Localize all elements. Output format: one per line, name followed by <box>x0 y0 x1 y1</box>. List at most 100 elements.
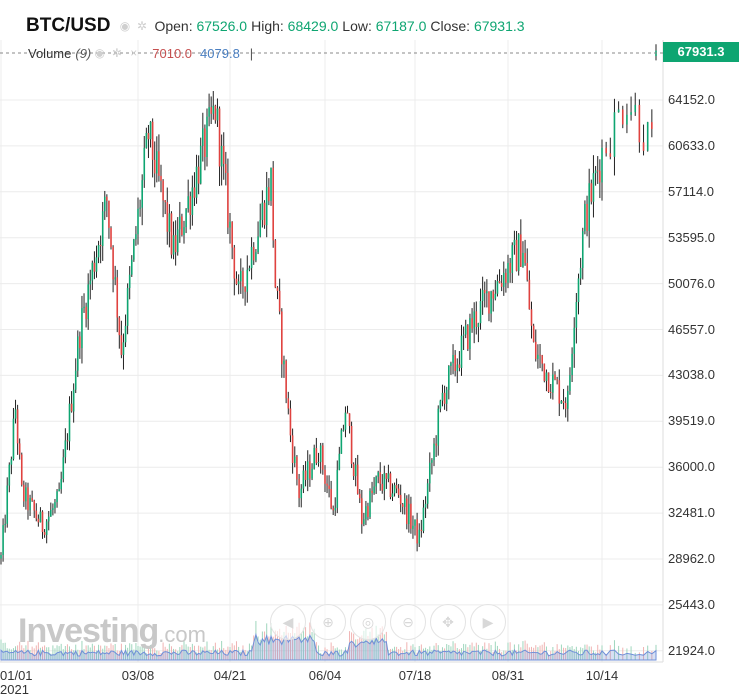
candle-body <box>189 196 192 215</box>
candle-body <box>122 342 125 355</box>
y-tick-label: 57114.0 <box>668 183 715 199</box>
candle-body <box>248 268 251 270</box>
candle-body <box>265 187 268 226</box>
candle-body <box>287 398 290 409</box>
ohlc-open: Open: 67526.0 <box>154 18 248 34</box>
candle-body <box>229 221 231 228</box>
candle-body <box>43 532 46 535</box>
zoom-reset-icon[interactable]: ◎ <box>350 604 386 640</box>
candle-body <box>168 213 171 232</box>
fit-icon[interactable]: ✥ <box>430 604 466 640</box>
eye-icon[interactable]: ◉ <box>94 46 105 60</box>
candle-body <box>31 498 33 501</box>
last-price-badge: 67931.3 <box>663 42 739 62</box>
candle-body <box>569 375 571 391</box>
candle-body <box>348 413 351 426</box>
gear-icon[interactable]: ✲ <box>111 46 122 60</box>
x-tick-label: 01/01 <box>0 668 33 683</box>
candle-body <box>4 523 6 526</box>
candle-body <box>581 231 584 268</box>
candle-body <box>330 488 332 509</box>
candle-body <box>560 401 563 404</box>
candle-body <box>545 372 548 381</box>
candle-body <box>37 518 40 523</box>
candle-body <box>454 354 456 371</box>
candle-body <box>592 173 595 202</box>
candle-body <box>621 109 624 125</box>
candle-body <box>428 462 431 484</box>
candle-body <box>302 470 305 489</box>
x-tick-label: 10/14 <box>585 668 619 683</box>
candle-body <box>160 175 162 181</box>
candle-body <box>68 403 71 442</box>
y-tick-label: 46557.0 <box>668 321 715 337</box>
candle-body <box>18 443 21 455</box>
zoom-in-icon[interactable]: ⊕ <box>310 604 346 640</box>
candle-body <box>365 506 367 520</box>
candle-body <box>356 464 359 494</box>
candle-body <box>296 456 298 480</box>
candle-body <box>187 196 189 210</box>
candle-body <box>289 408 292 436</box>
ohlc-high: High: 68429.0 <box>251 18 339 34</box>
candle-body <box>601 147 603 183</box>
candlestick-series <box>0 44 657 565</box>
candle-body <box>322 445 324 470</box>
candle-body <box>33 500 36 511</box>
x-tick-label: 08/31 <box>491 668 525 683</box>
y-tick-label: 53595.0 <box>668 229 715 245</box>
scroll-right-icon[interactable]: ▶ <box>470 604 506 640</box>
candle-body <box>373 486 375 494</box>
candle-body <box>0 554 2 559</box>
candle-body <box>66 440 69 442</box>
candle-body <box>379 472 382 484</box>
eye-icon[interactable]: ◉ <box>119 18 131 33</box>
volume-legend: Volume (9) ◉ ✲ × 7010.0 4079.8 | <box>28 46 253 61</box>
zoom-out-icon[interactable]: ⊖ <box>390 604 426 640</box>
candle-body <box>281 311 283 365</box>
candle-body <box>460 335 463 368</box>
candle-body <box>456 364 459 371</box>
chart-header: BTC/USD ◉ ✲ Open: 67526.0 High: 68429.0 … <box>0 14 525 38</box>
candle-body <box>437 408 440 446</box>
candle-body <box>181 216 183 236</box>
candle-body <box>324 469 326 484</box>
candle-body <box>500 282 503 287</box>
candle-body <box>435 443 437 446</box>
y-tick-label: 28962.0 <box>668 551 715 566</box>
candle-body <box>128 274 131 288</box>
candle-body <box>139 207 141 209</box>
candle-body <box>14 409 17 419</box>
candle-body <box>126 287 129 326</box>
candle-body <box>483 289 486 294</box>
gear-icon[interactable]: ✲ <box>136 18 147 33</box>
candle-body <box>528 279 531 310</box>
close-icon[interactable]: × <box>130 46 138 60</box>
candle-body <box>313 447 316 469</box>
candle-body <box>218 108 221 167</box>
candle-body <box>383 473 386 491</box>
candle-body <box>176 229 179 253</box>
candle-body <box>515 239 518 271</box>
candle-body <box>401 504 404 507</box>
candle-body <box>443 392 446 404</box>
candle-body <box>39 511 42 523</box>
candle-body <box>522 252 524 267</box>
volume-pane <box>0 620 657 661</box>
candle-body <box>420 529 423 532</box>
candle-body <box>70 403 73 412</box>
candle-body <box>326 483 328 486</box>
candle-body <box>363 519 365 525</box>
candle-body <box>414 519 416 526</box>
candle-body <box>543 363 546 381</box>
candle-body <box>274 240 277 288</box>
candle-body <box>255 252 257 261</box>
candle-body <box>395 485 398 489</box>
candle-body <box>317 462 320 464</box>
scroll-left-icon[interactable]: ◀ <box>270 604 306 640</box>
candle-body <box>6 485 9 524</box>
candle-body <box>233 247 236 279</box>
candle-body <box>567 390 569 409</box>
candle-body <box>469 318 471 350</box>
